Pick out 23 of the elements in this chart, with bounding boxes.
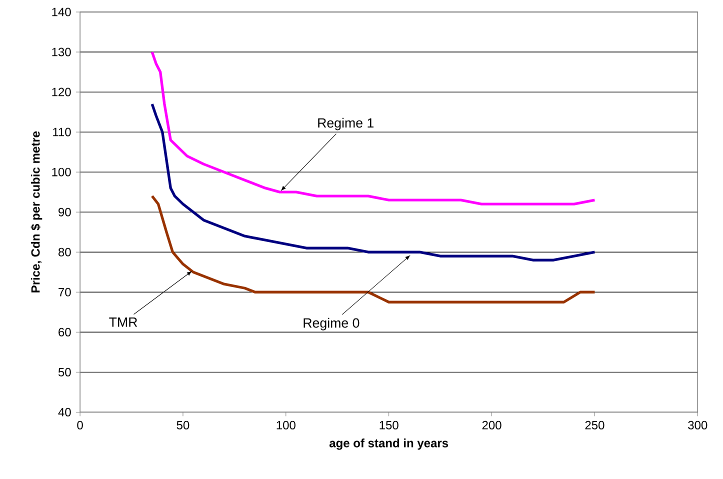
y-tick-label: 60: [58, 328, 71, 336]
y-tick-label: 120: [52, 88, 71, 96]
y-tick-label: 140: [52, 8, 71, 16]
y-axis-title: Price, Cdn $ per cubic metre: [30, 131, 42, 292]
x-tick-label: 250: [585, 420, 604, 430]
annotation: TMR: [109, 318, 138, 327]
x-tick-label: 150: [380, 420, 398, 430]
x-tick-label: 100: [276, 420, 296, 430]
y-tick-label: 90: [58, 208, 71, 216]
x-tick-label: 300: [688, 420, 708, 430]
y-tick-label: 110: [53, 128, 71, 136]
y-tick-label: 40: [58, 408, 71, 416]
y-tick-label: 100: [52, 168, 71, 176]
x-tick-label: 200: [482, 420, 502, 430]
x-tick-label: 50: [176, 420, 190, 430]
y-tick-label: 70: [58, 288, 71, 296]
x-axis-title: age of stand in years: [329, 438, 448, 450]
y-tick-label: 130: [52, 48, 71, 56]
y-tick-label: 80: [58, 248, 71, 256]
x-tick-label: 0: [77, 420, 83, 430]
y-tick-label: 50: [58, 368, 71, 376]
annotation: Regime 1: [318, 118, 374, 130]
annotation: Regime 0: [304, 318, 360, 330]
